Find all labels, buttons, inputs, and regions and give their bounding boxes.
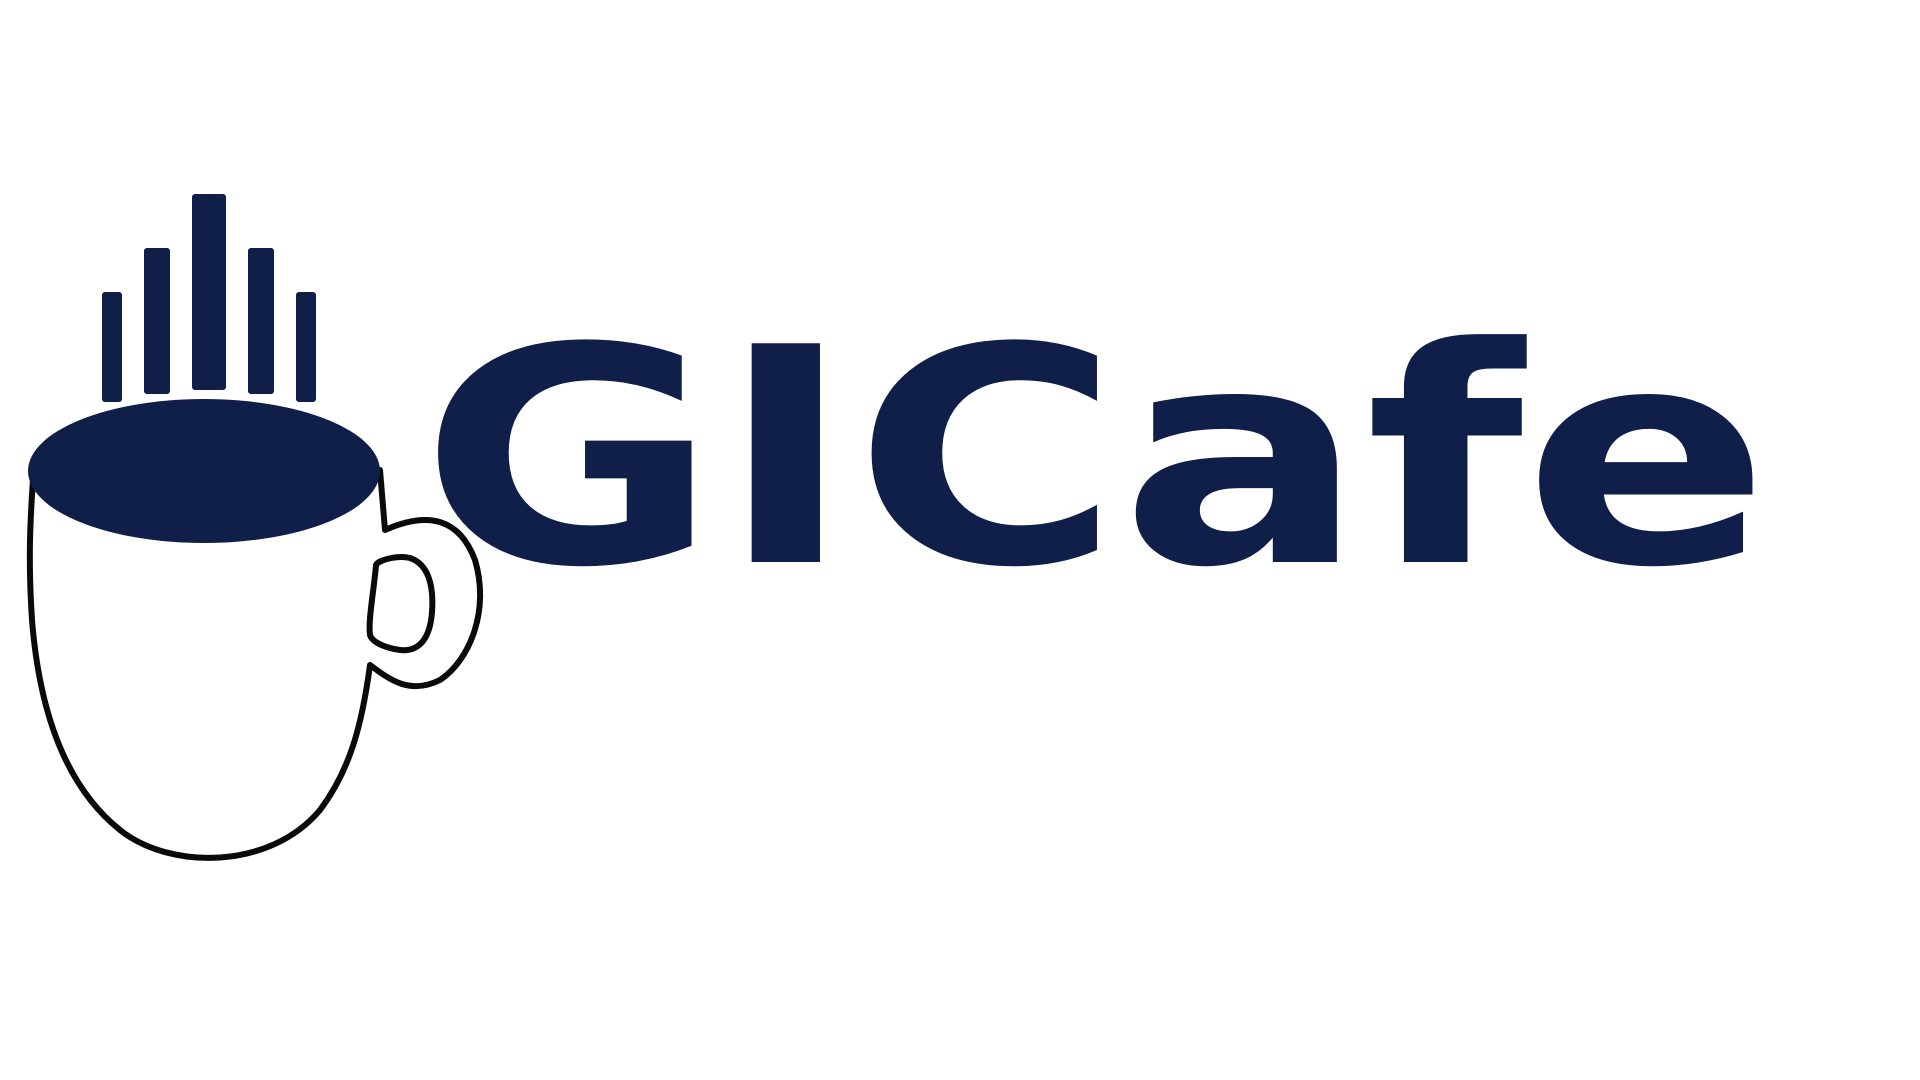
coffee-cup-icon <box>26 194 484 861</box>
cup-handle-hole <box>366 554 436 654</box>
cup-body <box>26 462 484 861</box>
steam-bar-5 <box>296 292 316 402</box>
steam-bar-4 <box>248 248 274 394</box>
steam-bars-icon <box>102 194 316 402</box>
wordmark: GICafe <box>420 300 1770 600</box>
steam-bar-3 <box>192 194 226 390</box>
wordmark-text: GICafe <box>420 300 1770 600</box>
steam-bar-2 <box>144 248 170 394</box>
coffee-surface <box>28 399 380 543</box>
steam-bar-1 <box>102 292 122 402</box>
